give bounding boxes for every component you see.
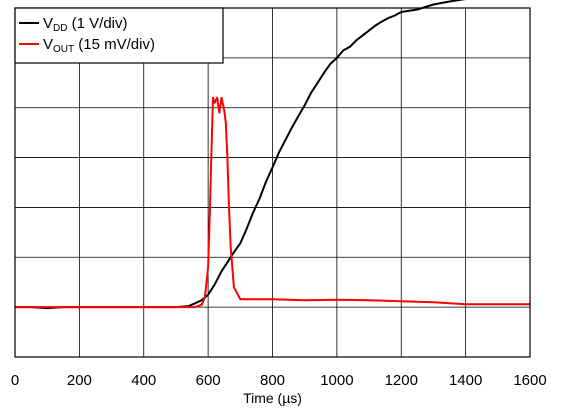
series-group [15,0,530,310]
legend: VDD (1 V/div) VOUT (15 mV/div) [14,7,224,64]
x-tick-label: 1200 [385,372,418,389]
legend-label: VOUT (15 mV/div) [43,36,155,55]
x-tick-label: 400 [131,372,156,389]
legend-box [14,7,224,64]
x-axis-label: Time (µs) [243,390,302,406]
x-tick-label: 0 [11,372,19,389]
x-tick-label: 800 [260,372,285,389]
series-line-out [15,96,530,309]
x-tick-labels: 0 200 400 600 800 1000 1200 1400 1600 [11,372,547,389]
x-tick-label: 600 [196,372,221,389]
x-tick-label: 200 [67,372,92,389]
x-tick-label: 1000 [320,372,353,389]
grid [15,8,530,357]
x-tick-label: 1400 [449,372,482,389]
plot-frame [14,7,531,358]
legend-label: VDD (1 V/div) [43,15,127,34]
x-tick-label: 1600 [513,372,546,389]
